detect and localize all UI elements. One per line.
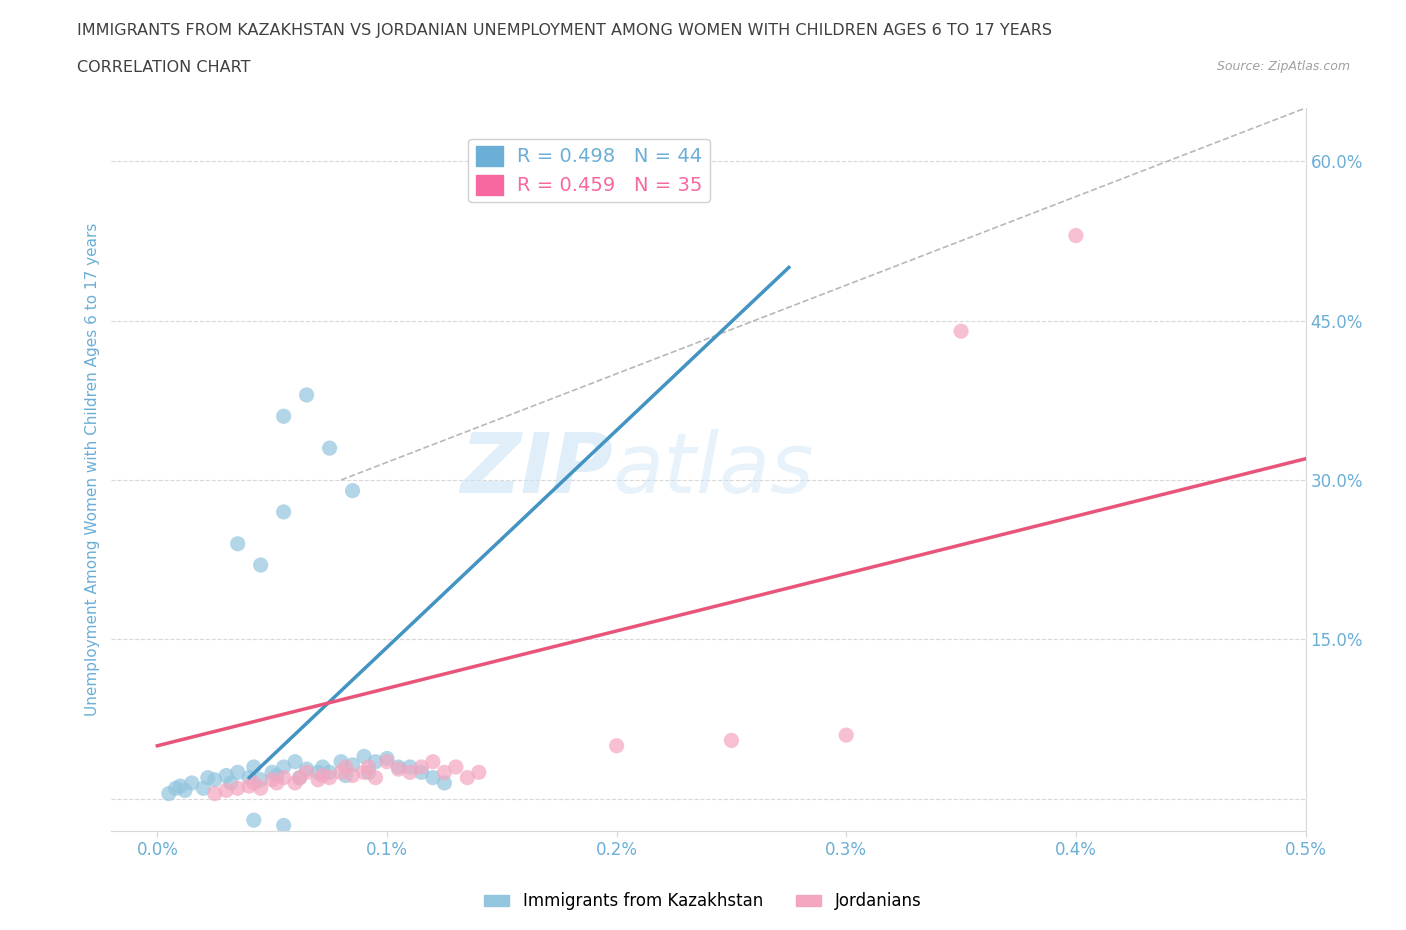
Point: [433, 764, 456, 779]
Point: [273, 818, 295, 833]
Point: [307, 764, 329, 779]
Point: [422, 754, 444, 769]
Point: [342, 768, 364, 783]
Point: [375, 751, 398, 766]
Point: [411, 764, 433, 779]
Point: [165, 781, 187, 796]
Point: [342, 484, 364, 498]
Point: [273, 770, 295, 785]
Point: [219, 776, 242, 790]
Point: [243, 813, 266, 828]
Point: [226, 764, 249, 779]
Point: [204, 786, 226, 801]
Text: atlas: atlas: [613, 429, 814, 510]
Point: [266, 776, 288, 790]
Point: [387, 762, 409, 777]
Point: [399, 764, 422, 779]
Point: [157, 786, 180, 801]
Point: [606, 738, 628, 753]
Point: [950, 324, 973, 339]
Point: [353, 764, 375, 779]
Point: [204, 772, 226, 787]
Point: [197, 770, 219, 785]
Point: [288, 770, 311, 785]
Point: [335, 768, 357, 783]
Point: [215, 783, 238, 798]
Point: [330, 754, 353, 769]
Point: [375, 754, 398, 769]
Legend: Immigrants from Kazakhstan, Jordanians: Immigrants from Kazakhstan, Jordanians: [478, 885, 928, 917]
Point: [284, 754, 307, 769]
Text: CORRELATION CHART: CORRELATION CHART: [77, 60, 250, 75]
Legend: R = 0.498   N = 44, R = 0.459   N = 35: R = 0.498 N = 44, R = 0.459 N = 35: [468, 139, 710, 202]
Point: [399, 760, 422, 775]
Point: [422, 770, 444, 785]
Point: [243, 760, 266, 775]
Point: [295, 764, 318, 779]
Point: [353, 749, 375, 764]
Point: [169, 778, 191, 793]
Point: [387, 760, 409, 775]
Point: [456, 770, 478, 785]
Point: [342, 757, 364, 772]
Point: [238, 770, 260, 785]
Point: [262, 764, 284, 779]
Point: [357, 760, 380, 775]
Point: [720, 733, 742, 748]
Point: [318, 770, 340, 785]
Point: [243, 776, 266, 790]
Point: [193, 781, 215, 796]
Point: [364, 754, 387, 769]
Point: [226, 781, 249, 796]
Point: [468, 764, 491, 779]
Point: [284, 776, 307, 790]
Point: [215, 768, 238, 783]
Point: [335, 760, 357, 775]
Point: [433, 776, 456, 790]
Point: [226, 537, 249, 551]
Point: [249, 558, 271, 573]
Point: [411, 760, 433, 775]
Point: [262, 772, 284, 787]
Point: [273, 504, 295, 519]
Point: [249, 781, 271, 796]
Text: ZIP: ZIP: [460, 429, 613, 510]
Point: [273, 409, 295, 424]
Point: [1064, 228, 1087, 243]
Point: [249, 772, 271, 787]
Point: [318, 441, 340, 456]
Point: [238, 778, 260, 793]
Y-axis label: Unemployment Among Women with Children Ages 6 to 17 years: Unemployment Among Women with Children A…: [86, 222, 100, 716]
Point: [330, 764, 353, 779]
Point: [311, 768, 333, 783]
Point: [174, 783, 197, 798]
Point: [180, 776, 202, 790]
Point: [266, 768, 288, 783]
Point: [364, 770, 387, 785]
Point: [318, 764, 340, 779]
Point: [357, 764, 380, 779]
Point: [295, 388, 318, 403]
Point: [295, 762, 318, 777]
Text: Source: ZipAtlas.com: Source: ZipAtlas.com: [1216, 60, 1350, 73]
Point: [288, 770, 311, 785]
Point: [444, 760, 467, 775]
Point: [273, 760, 295, 775]
Text: IMMIGRANTS FROM KAZAKHSTAN VS JORDANIAN UNEMPLOYMENT AMONG WOMEN WITH CHILDREN A: IMMIGRANTS FROM KAZAKHSTAN VS JORDANIAN …: [77, 23, 1052, 38]
Point: [311, 760, 333, 775]
Point: [835, 727, 858, 742]
Point: [307, 772, 329, 787]
